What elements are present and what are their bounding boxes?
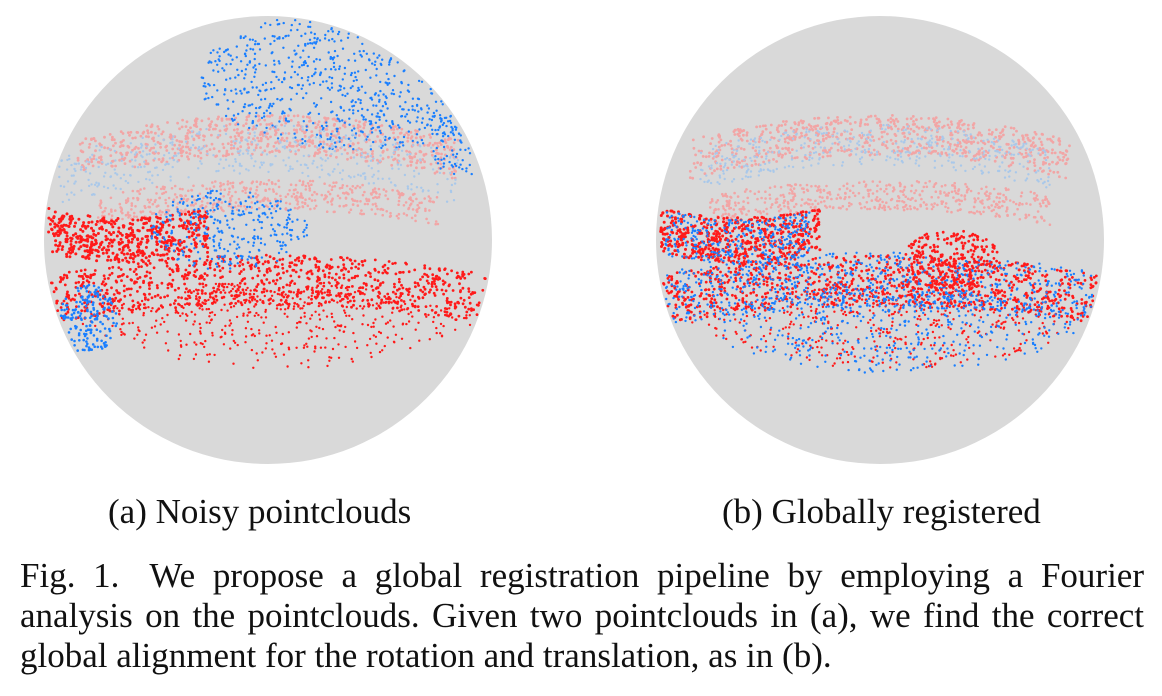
sphere-pointcloud-plot-noisy (44, 16, 492, 464)
figure-caption: Fig. 1. We propose a global registration … (20, 556, 1144, 676)
pointcloud-layer (47, 18, 487, 369)
subcaption-a: (a) Noisy pointclouds (108, 492, 412, 531)
caption-line-1: Fig. 1. We propose a global registration … (20, 556, 1144, 596)
figure-panel-noisy (38, 10, 498, 470)
pointcloud-layer (659, 114, 1098, 374)
sphere-pointcloud-plot-registered (656, 16, 1104, 464)
caption-text-1: We propose a global registration pipelin… (149, 556, 1144, 595)
caption-line-2: analysis on the pointclouds. Given two p… (20, 596, 1144, 635)
subcaption-b: (b) Globally registered (722, 492, 1041, 531)
caption-line-3: global alignment for the rotation and tr… (20, 636, 832, 675)
projection-sphere (656, 16, 1104, 464)
figure-panel-registered (650, 10, 1110, 470)
figure-label: Fig. 1. (20, 556, 120, 595)
